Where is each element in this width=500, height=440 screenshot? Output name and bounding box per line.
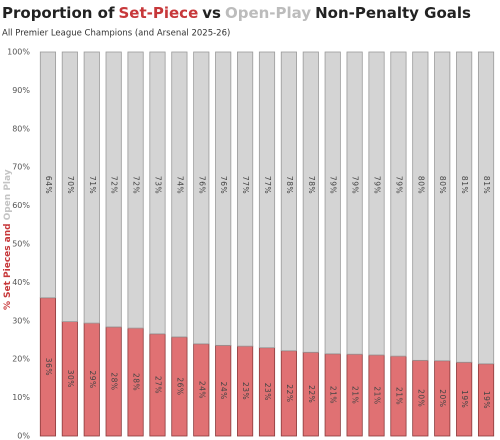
bar-segment bbox=[434, 51, 451, 362]
y-tick-label: 100% bbox=[7, 48, 30, 57]
bar-segment bbox=[258, 51, 276, 349]
y-label-part: and bbox=[3, 223, 13, 242]
value-label: 30% bbox=[66, 370, 75, 388]
value-label: 76% bbox=[219, 176, 228, 194]
value-label: 79% bbox=[351, 176, 360, 194]
y-label-part: Set Pieces bbox=[3, 245, 13, 298]
y-label-part: Open Play bbox=[3, 169, 13, 220]
value-label: 23% bbox=[263, 383, 272, 401]
y-axis-label: % Set Pieces and Open Play bbox=[3, 169, 13, 310]
value-label: 22% bbox=[285, 384, 294, 402]
bar-segment bbox=[477, 51, 495, 365]
bar-segment bbox=[324, 51, 341, 355]
value-label: 73% bbox=[153, 176, 162, 194]
value-label: 79% bbox=[329, 176, 338, 194]
value-label: 81% bbox=[482, 176, 491, 194]
value-label: 26% bbox=[175, 377, 184, 395]
y-tick-label: 70% bbox=[12, 163, 30, 172]
value-label: 76% bbox=[197, 176, 206, 194]
bar-segment bbox=[346, 51, 363, 355]
title-series-b: Open-Play bbox=[225, 4, 311, 22]
bar-segment bbox=[149, 51, 166, 335]
value-label: 77% bbox=[241, 176, 250, 194]
y-tick-label: 10% bbox=[12, 393, 30, 402]
bar-segment bbox=[302, 51, 319, 353]
value-label: 27% bbox=[153, 376, 162, 394]
value-label: 28% bbox=[110, 372, 119, 390]
bar-segment bbox=[171, 51, 188, 338]
value-label: 36% bbox=[44, 358, 53, 376]
bar-segment bbox=[61, 51, 78, 322]
value-label: 19% bbox=[482, 391, 491, 409]
value-label: 21% bbox=[394, 387, 403, 405]
bar-segment bbox=[280, 51, 297, 352]
chart-subtitle: All Premier League Champions (and Arsena… bbox=[2, 29, 230, 39]
value-label: 23% bbox=[241, 382, 250, 400]
value-label: 81% bbox=[460, 176, 469, 194]
title-middle: vs bbox=[202, 4, 221, 22]
value-label: 20% bbox=[438, 389, 447, 407]
bar-segment bbox=[83, 51, 100, 324]
y-label-part: % bbox=[3, 301, 13, 310]
chart-title: Proportion of Set-Piece vs Open-Play Non-Pen… bbox=[2, 4, 471, 22]
value-label: 72% bbox=[110, 176, 119, 194]
value-label: 80% bbox=[438, 176, 447, 194]
bar-segment bbox=[215, 51, 232, 346]
bar-segment bbox=[412, 51, 429, 361]
bar-segment bbox=[193, 51, 210, 345]
value-label: 78% bbox=[285, 176, 294, 194]
value-label: 20% bbox=[416, 389, 425, 407]
y-tick-label: 30% bbox=[12, 316, 30, 325]
y-tick-label: 20% bbox=[12, 355, 30, 364]
value-label: 80% bbox=[416, 176, 425, 194]
title-suffix: Non-Penalty Goals bbox=[315, 4, 471, 22]
y-tick-label: 80% bbox=[12, 124, 30, 133]
y-tick-label: 90% bbox=[12, 86, 30, 95]
bar-segment bbox=[368, 51, 385, 356]
title-prefix: Proportion of bbox=[2, 4, 115, 22]
value-label: 24% bbox=[219, 382, 228, 400]
bar-segment bbox=[39, 51, 57, 299]
y-tick-label: 40% bbox=[12, 278, 30, 287]
value-label: 22% bbox=[307, 385, 316, 403]
value-label: 70% bbox=[66, 176, 75, 194]
value-label: 24% bbox=[197, 381, 206, 399]
value-label: 78% bbox=[307, 176, 316, 194]
value-label: 21% bbox=[329, 386, 338, 404]
y-tick-label: 0% bbox=[17, 432, 30, 440]
bar-segment bbox=[390, 51, 407, 357]
value-label: 79% bbox=[373, 176, 382, 194]
value-label: 21% bbox=[351, 386, 360, 404]
value-label: 77% bbox=[263, 176, 272, 194]
value-label: 21% bbox=[373, 386, 382, 404]
y-tick-label: 60% bbox=[12, 201, 30, 210]
bar-segment bbox=[105, 51, 122, 328]
value-label: 71% bbox=[88, 176, 97, 194]
bar-segment bbox=[237, 51, 254, 347]
title-series-a: Set-Piece bbox=[119, 4, 199, 22]
y-tick-label: 50% bbox=[12, 240, 30, 249]
value-label: 64% bbox=[44, 176, 53, 194]
value-label: 79% bbox=[394, 176, 403, 194]
value-label: 29% bbox=[88, 370, 97, 388]
bar-segment bbox=[127, 51, 144, 329]
value-label: 74% bbox=[175, 176, 184, 194]
value-label: 28% bbox=[132, 373, 141, 391]
value-label: 19% bbox=[460, 390, 469, 408]
bar-segment bbox=[456, 51, 473, 363]
value-label: 72% bbox=[132, 176, 141, 194]
